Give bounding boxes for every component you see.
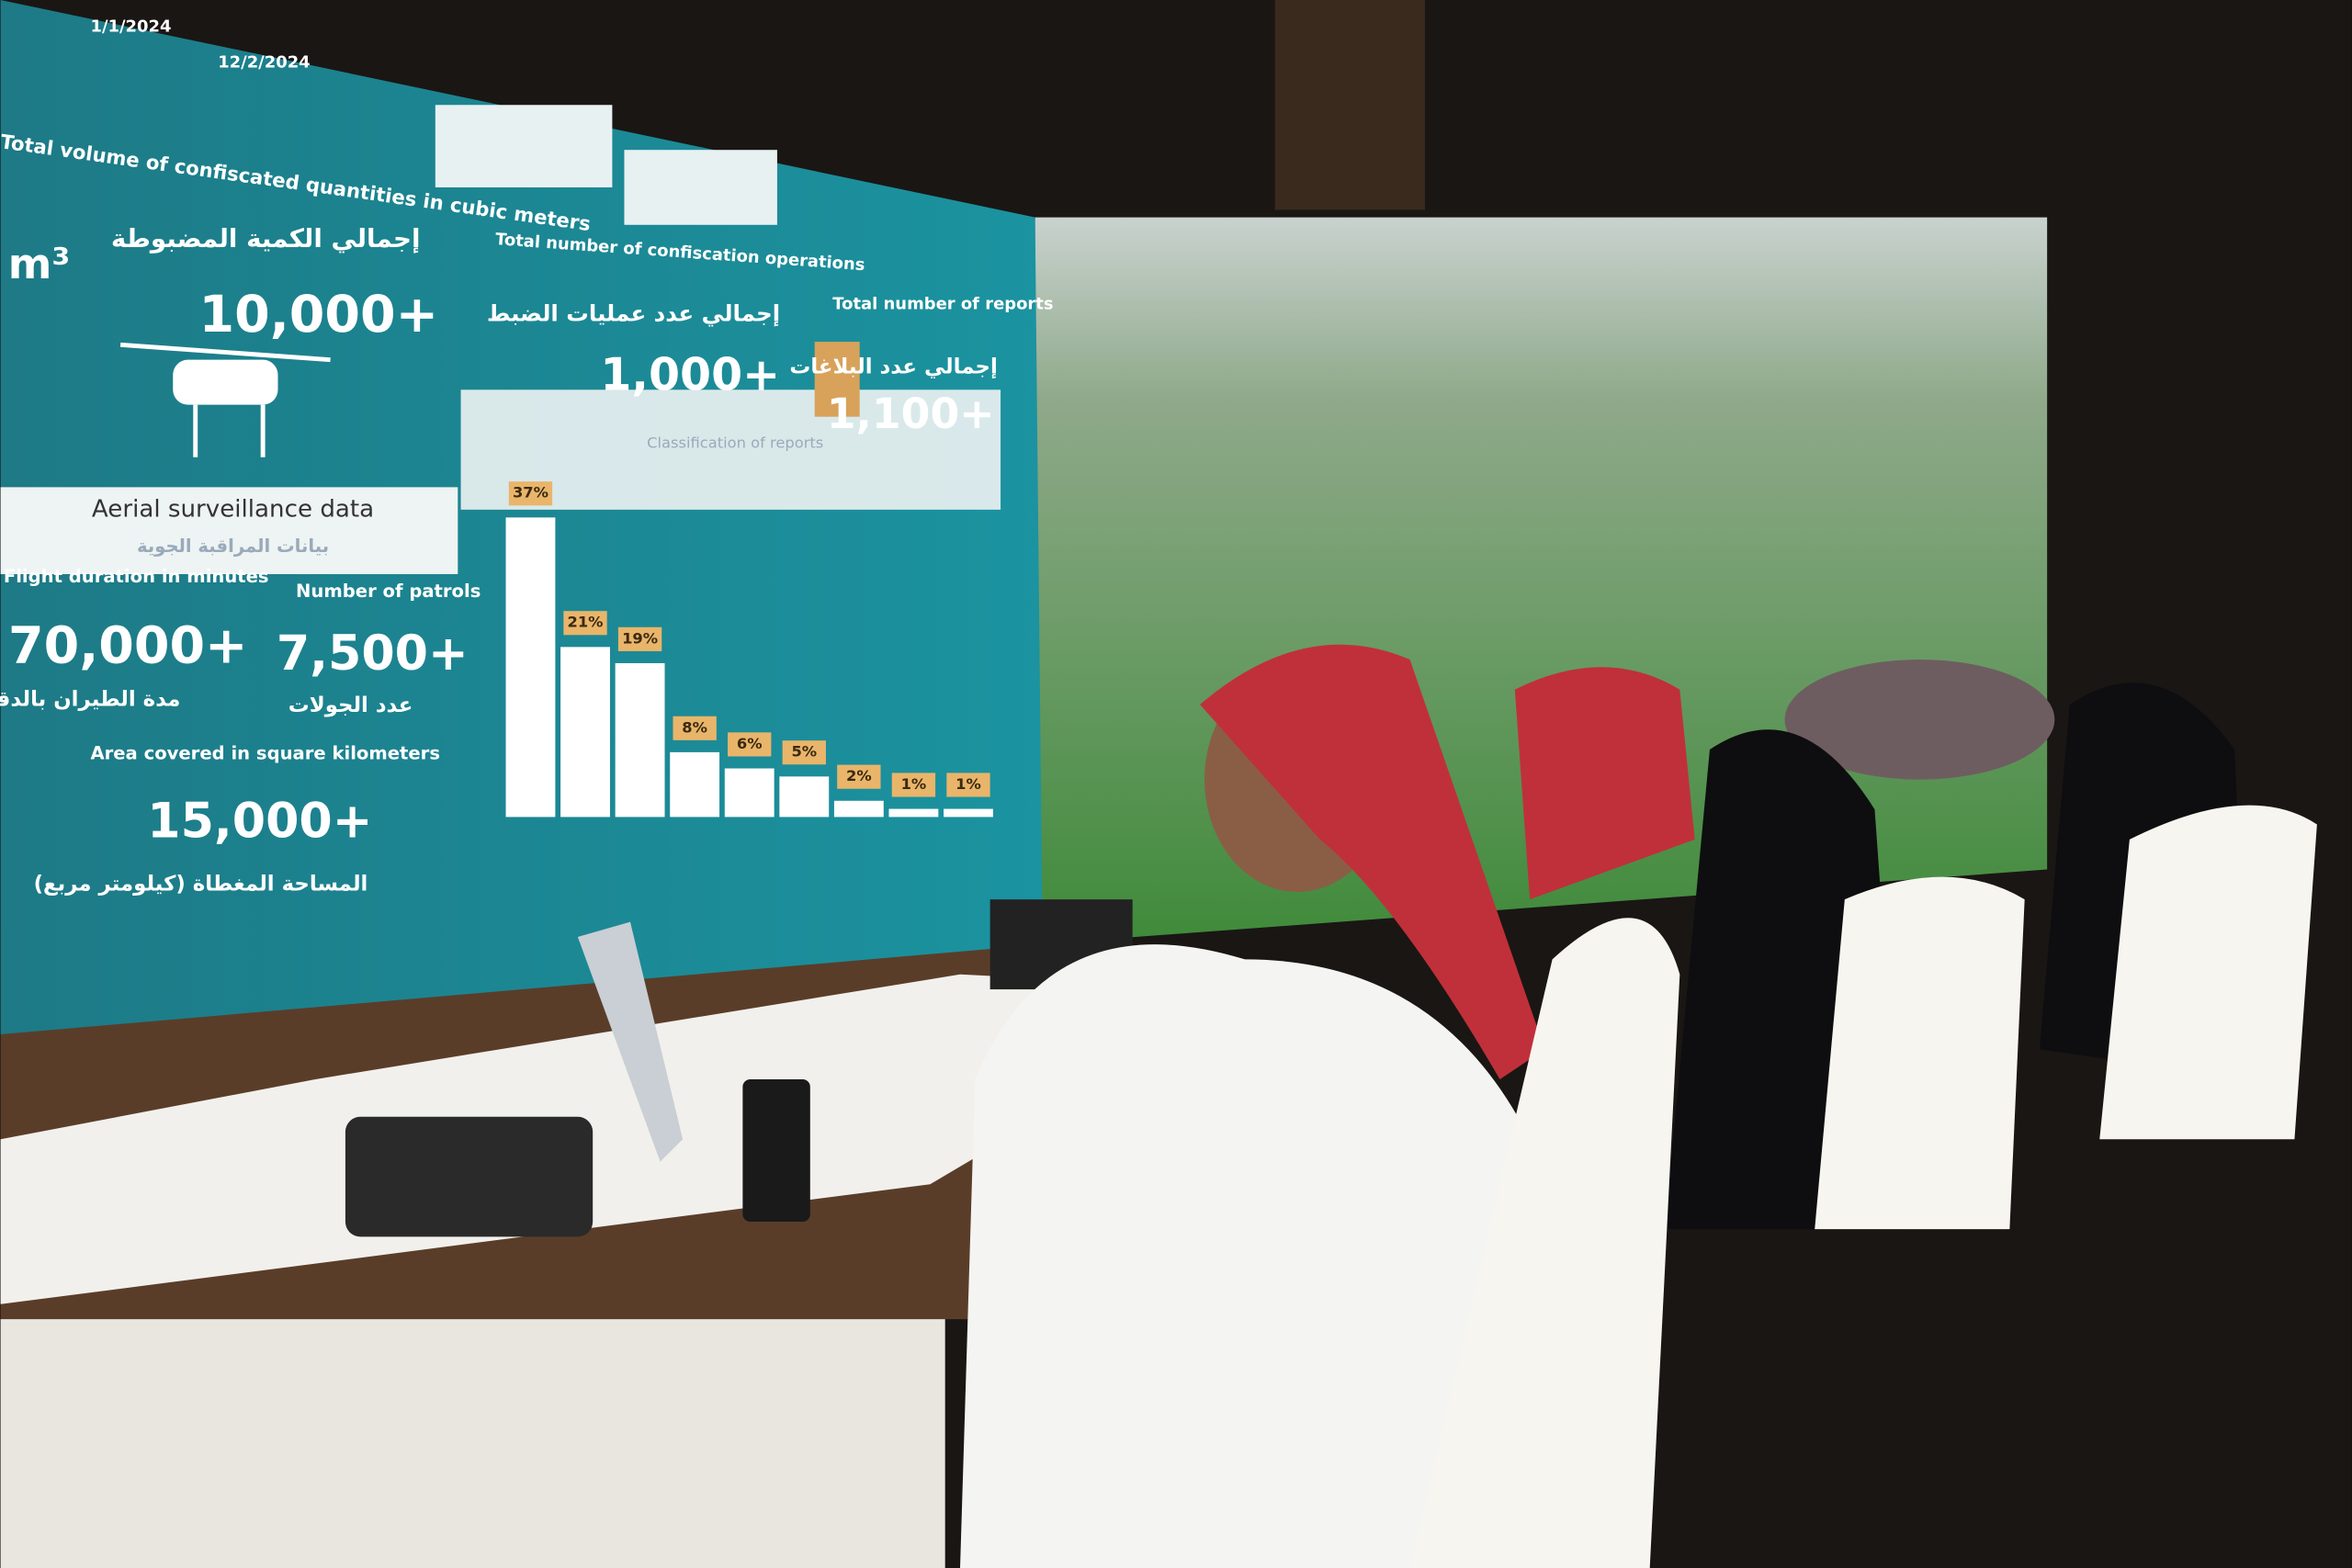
flight-value: 70,000+ — [8, 617, 248, 676]
area-value: 15,000+ — [147, 795, 372, 850]
laptop — [577, 921, 684, 1162]
value-label-box — [617, 626, 662, 651]
value-label-box — [728, 732, 772, 757]
classification-title: Classification of reports — [647, 434, 823, 452]
pillar — [1274, 0, 1425, 210]
volume-unit: m³ — [8, 240, 71, 288]
value-label: 2% — [846, 767, 872, 784]
bar — [779, 776, 830, 818]
desk — [0, 974, 1261, 1304]
controller — [345, 1116, 594, 1237]
bar — [670, 751, 720, 818]
value-label-box — [563, 611, 607, 636]
value-label-box — [508, 481, 553, 506]
value-label-box — [891, 773, 936, 797]
value-label: 1% — [901, 775, 927, 793]
area-label: المساحة المغطاة (كيلومتر مربع) — [34, 872, 368, 896]
aerial-card — [0, 487, 458, 575]
value-label: 8% — [682, 718, 707, 736]
bar — [505, 517, 556, 818]
volume-value: 10,000+ — [199, 286, 439, 344]
reports-label: إجمالي عدد البلاغات — [789, 355, 997, 378]
flight-label: مدة الطيران بالدقائق — [0, 688, 180, 712]
dashboard-screen — [0, 0, 1043, 1035]
date-to: 12/2/2024 — [218, 53, 310, 73]
value-label: 5% — [791, 743, 817, 761]
value-label: 1% — [956, 775, 981, 793]
radio — [742, 1078, 810, 1223]
flight-title: Flight duration in minutes — [4, 566, 269, 587]
filter-box — [624, 150, 777, 225]
operations-value: 1,000+ — [600, 349, 780, 401]
patrols-label: عدد الجولات — [288, 694, 413, 717]
bar — [888, 808, 939, 818]
patrols-title: Number of patrols — [296, 581, 481, 602]
person-shemagh — [1200, 644, 1545, 1079]
operations-label: إجمالي عدد عمليات الضبط — [487, 300, 780, 327]
report-icon — [814, 342, 860, 417]
reports-title: Total number of reports — [832, 294, 1053, 313]
person-2 — [1514, 667, 1695, 900]
value-label-box — [946, 773, 990, 797]
reports-value: 1,100+ — [827, 389, 995, 438]
bar — [615, 662, 665, 818]
value-label: 37% — [513, 484, 548, 502]
person-thobe — [960, 944, 1560, 1568]
bar — [560, 647, 610, 818]
rock-patch — [1784, 660, 2055, 780]
filter-box — [435, 105, 613, 187]
value-label-box — [837, 764, 881, 789]
value-label-box — [782, 740, 826, 765]
value-label: 19% — [622, 629, 658, 647]
chair — [1815, 876, 2025, 1230]
bar-chart: 37% 21% 19% 8% 6% 5% 2% 1% 1% — [505, 481, 993, 818]
aerial-title: Aerial surveillance data — [92, 495, 374, 523]
value-label-box — [673, 716, 717, 740]
area-title: Area covered in square kilometers — [90, 742, 440, 763]
chair — [2099, 805, 2317, 1140]
bar — [944, 808, 993, 818]
aerial-title-ar: بيانات المراقبة الجوية — [137, 536, 329, 557]
date-from: 1/1/2024 — [90, 17, 171, 36]
desk-front — [0, 1319, 945, 1568]
value-label: 6% — [737, 735, 763, 752]
drone — [119, 342, 331, 457]
value-label: 21% — [568, 614, 604, 631]
chair — [1409, 918, 1680, 1568]
volume-label: إجمالي الكمية المضبوطة — [111, 223, 421, 254]
patrols-value: 7,500+ — [277, 626, 469, 682]
bar — [724, 768, 775, 818]
bar — [833, 800, 884, 818]
